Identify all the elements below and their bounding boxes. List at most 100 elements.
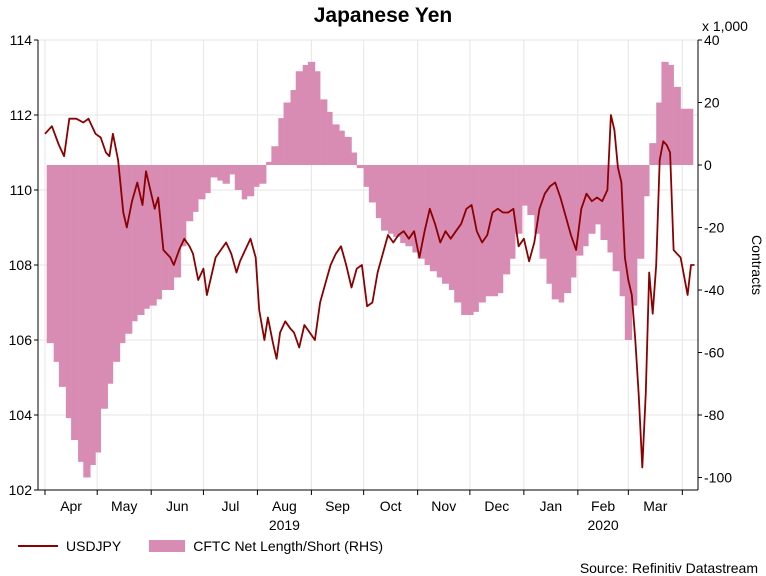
cftc-bar	[241, 165, 248, 200]
cftc-bar	[570, 165, 577, 278]
cftc-bar	[649, 143, 657, 165]
cftc-bar	[363, 165, 370, 187]
cftc-bar	[454, 165, 462, 303]
legend-usdjpy-swatch	[18, 545, 58, 547]
cftc-bar	[478, 165, 486, 303]
cftc-bar	[180, 165, 187, 247]
cftc-bar	[327, 111, 333, 165]
cftc-bar	[400, 165, 406, 244]
cftc-bar	[186, 165, 194, 222]
right-tick-label: -60	[704, 345, 724, 361]
right-tick-label: -100	[704, 470, 732, 486]
cftc-bar	[405, 165, 413, 247]
cftc-bar	[673, 86, 681, 165]
right-tick-label: 0	[704, 157, 712, 173]
cftc-bar	[490, 165, 499, 297]
cftc-bar	[339, 130, 345, 165]
cftc-bar	[607, 165, 613, 253]
cftc-bar	[668, 65, 674, 165]
cftc-bar	[259, 165, 267, 184]
cftc-bar	[692, 108, 694, 165]
right-axis-label: Contracts	[749, 235, 765, 295]
cftc-bar	[100, 165, 108, 409]
cftc-bar	[119, 165, 126, 344]
right-tick-label: 40	[704, 32, 720, 48]
cftc-bar	[509, 165, 516, 259]
cftc-bar	[637, 165, 645, 259]
cftc-bar	[436, 165, 443, 278]
cftc-bar	[173, 165, 182, 278]
x-month-label: May	[111, 498, 137, 514]
cftc-bar	[283, 102, 291, 165]
cftc-bar	[558, 165, 565, 303]
cftc-bar	[497, 165, 504, 294]
cftc-bar	[551, 165, 559, 300]
cftc-bar	[644, 165, 650, 197]
cftc-bar	[46, 165, 54, 344]
source-note: Source: Refinitiv Datastream	[579, 560, 758, 576]
x-month-label: Oct	[380, 498, 402, 514]
cftc-bar	[424, 165, 431, 265]
cftc-bar	[307, 61, 316, 165]
left-tick-label: 104	[9, 407, 33, 423]
legend: USDJPY CFTC Net Length/Short (RHS)	[18, 538, 383, 554]
cftc-bar	[685, 108, 694, 165]
cftc-bar	[381, 165, 389, 231]
cftc-bar	[344, 136, 352, 165]
cftc-bar	[253, 165, 260, 187]
right-axis-unit: x 1,000	[702, 18, 748, 34]
usdjpy-line-layer	[44, 114, 695, 469]
cftc-bar	[527, 165, 535, 215]
chart-title: Japanese Yen	[313, 4, 453, 27]
cftc-bar	[278, 118, 284, 165]
cftc-bar	[442, 165, 450, 284]
cftc-bar	[448, 165, 455, 290]
cftc-bar	[271, 146, 279, 165]
cftc-bar	[65, 165, 72, 419]
right-tick-label: -80	[704, 407, 724, 423]
x-month-label: Jun	[166, 498, 189, 514]
cftc-bar	[295, 71, 303, 165]
cftc-bar	[466, 165, 474, 315]
cftc-bar	[680, 108, 687, 165]
cftc-bar	[137, 165, 145, 315]
cftc-bar	[563, 165, 572, 294]
cftc-bar	[583, 165, 589, 247]
cftc-bar	[95, 165, 101, 453]
cftc-bar	[351, 152, 357, 165]
cftc-bar	[217, 165, 223, 181]
right-tick-label: -40	[704, 282, 724, 298]
x-year-label: 2019	[269, 517, 300, 533]
cftc-bar	[656, 102, 662, 165]
cftc-bar	[161, 165, 169, 290]
cftc-bar	[576, 165, 584, 256]
cftc-bar	[461, 165, 467, 315]
cftc-bar	[144, 165, 150, 309]
cftc-bar	[612, 165, 620, 272]
cftc-bar	[112, 165, 121, 362]
left-tick-label: 108	[9, 257, 33, 273]
cftc-bar	[368, 165, 377, 203]
cftc-bar	[356, 165, 364, 169]
cftc-bar	[198, 165, 206, 200]
cftc-bar	[266, 161, 272, 165]
cftc-bar	[595, 165, 601, 225]
right-axis-ticks: 40 20 0 -20 -40 -60 -80 -100	[698, 32, 732, 486]
cftc-bar	[522, 165, 528, 206]
cftc-bar	[246, 165, 255, 197]
cftc-bar	[132, 165, 138, 322]
cftc-bar	[192, 165, 199, 212]
x-month-label: Mar	[643, 498, 667, 514]
cftc-area-layer	[46, 61, 694, 478]
right-tick-label: -20	[704, 220, 724, 236]
x-month-label: Nov	[431, 498, 456, 514]
cftc-bar	[631, 165, 638, 306]
cftc-bar	[502, 165, 511, 275]
x-month-label: Jul	[221, 498, 239, 514]
cftc-bar	[210, 165, 218, 178]
cftc-bar	[222, 165, 230, 184]
cftc-bar	[302, 65, 309, 165]
cftc-bar	[539, 165, 547, 259]
left-axis-ticks: 102 104 106 108 110 112 114	[9, 32, 38, 498]
